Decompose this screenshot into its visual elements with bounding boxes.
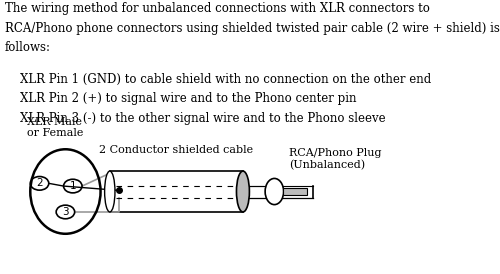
Text: follows:: follows:	[5, 41, 51, 54]
Text: RCA/Phono Plug
(Unbalanced): RCA/Phono Plug (Unbalanced)	[289, 149, 382, 170]
Text: The wiring method for unbalanced connections with XLR connectors to: The wiring method for unbalanced connect…	[5, 2, 430, 15]
Text: XLR Pin 1 (GND) to cable shield with no connection on the other end: XLR Pin 1 (GND) to cable shield with no …	[5, 73, 432, 86]
Text: 2: 2	[36, 178, 43, 188]
Text: 2 Conductor shielded cable: 2 Conductor shielded cable	[100, 145, 254, 155]
Ellipse shape	[265, 178, 283, 205]
Text: 1: 1	[70, 181, 76, 191]
Text: RCA/Phono phone connectors using shielded twisted pair cable (2 wire + shield) i: RCA/Phono phone connectors using shielde…	[5, 22, 500, 35]
Ellipse shape	[104, 171, 115, 212]
FancyBboxPatch shape	[283, 188, 307, 195]
Text: XLR Male
or Female: XLR Male or Female	[26, 117, 83, 138]
Ellipse shape	[236, 171, 250, 212]
Text: XLR Pin 2 (+) to signal wire and to the Phono center pin: XLR Pin 2 (+) to signal wire and to the …	[5, 92, 356, 105]
Text: 3: 3	[62, 207, 68, 217]
Text: XLR Pin 3 (-) to the other signal wire and to the Phono sleeve: XLR Pin 3 (-) to the other signal wire a…	[5, 112, 386, 125]
